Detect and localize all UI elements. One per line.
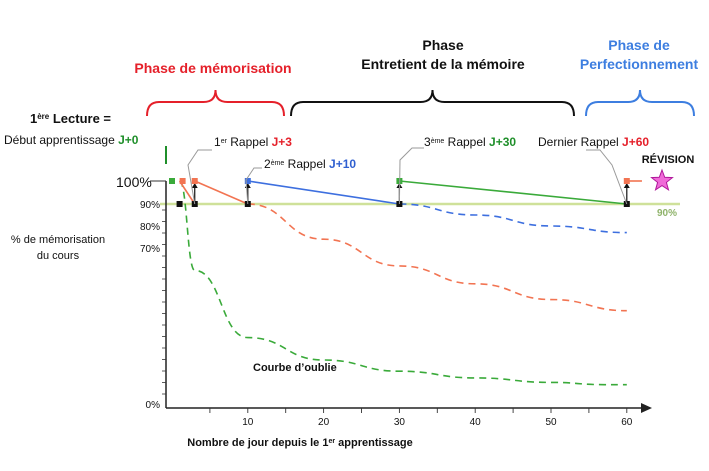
series-line (194, 180, 249, 205)
x-tick-label: 50 (545, 417, 557, 428)
series-marker (191, 178, 198, 184)
callout-line (245, 167, 262, 205)
recall-arrow-head (623, 183, 630, 188)
recall-label: 3ème Rappel J+30 (424, 135, 516, 149)
callout-line (187, 149, 212, 205)
series-marker (176, 201, 183, 207)
revision-star-icon (650, 168, 674, 192)
y-tick-label-100: 100% (116, 174, 152, 190)
series-line (178, 180, 196, 205)
first-reading-sublabel: Début apprentissage J+0 (4, 133, 139, 147)
x-tick-label: 10 (242, 417, 254, 428)
y-tick-label: 70% (140, 244, 160, 255)
x-axis-arrow (641, 403, 652, 413)
phase-title: Perfectionnement (580, 56, 699, 72)
series-marker (244, 178, 251, 184)
series-marker (179, 178, 186, 184)
phase-title: Entretient de la mémoire (361, 56, 525, 72)
recall-label: Dernier Rappel J+60 (538, 135, 649, 149)
recall-label: 1er Rappel J+3 (214, 135, 292, 149)
series-line (399, 180, 627, 205)
series-marker (169, 178, 175, 184)
series-line (247, 180, 400, 205)
first-reading-label: 1ère Lecture = (30, 111, 111, 126)
phase-brace (290, 89, 575, 117)
recall-arrow-head (191, 183, 198, 188)
callout-line (398, 147, 424, 205)
series-line (399, 203, 627, 234)
x-tick-label: 40 (470, 417, 482, 428)
threshold-label: 90% (657, 208, 677, 219)
y-tick-label: 80% (140, 222, 160, 233)
y-tick-label: 90% (140, 200, 160, 211)
y-tick-label: 0% (146, 400, 161, 411)
y-axis-label: du cours (37, 250, 80, 262)
forgetting-curve-label: Courbe d’oublie (253, 362, 337, 374)
phase-brace (146, 89, 285, 117)
x-tick-label: 30 (394, 417, 406, 428)
callout-line (586, 149, 628, 205)
phase-title: Phase de (608, 37, 670, 53)
phase-title: Phase (422, 37, 463, 53)
phase-title: Phase de mémorisation (134, 60, 291, 76)
series-line (247, 203, 627, 312)
series-marker (623, 178, 630, 184)
x-tick-label: 20 (318, 417, 330, 428)
recall-label: 2ème Rappel J+10 (264, 157, 356, 171)
revision-label: RÉVISION (642, 153, 695, 166)
y-axis-label: % de mémorisation (11, 234, 105, 246)
x-axis-label: Nombre de jour depuis le 1er apprentissa… (187, 437, 412, 449)
series-line (178, 180, 627, 386)
x-tick-label: 60 (621, 417, 633, 428)
phase-brace (585, 89, 695, 117)
